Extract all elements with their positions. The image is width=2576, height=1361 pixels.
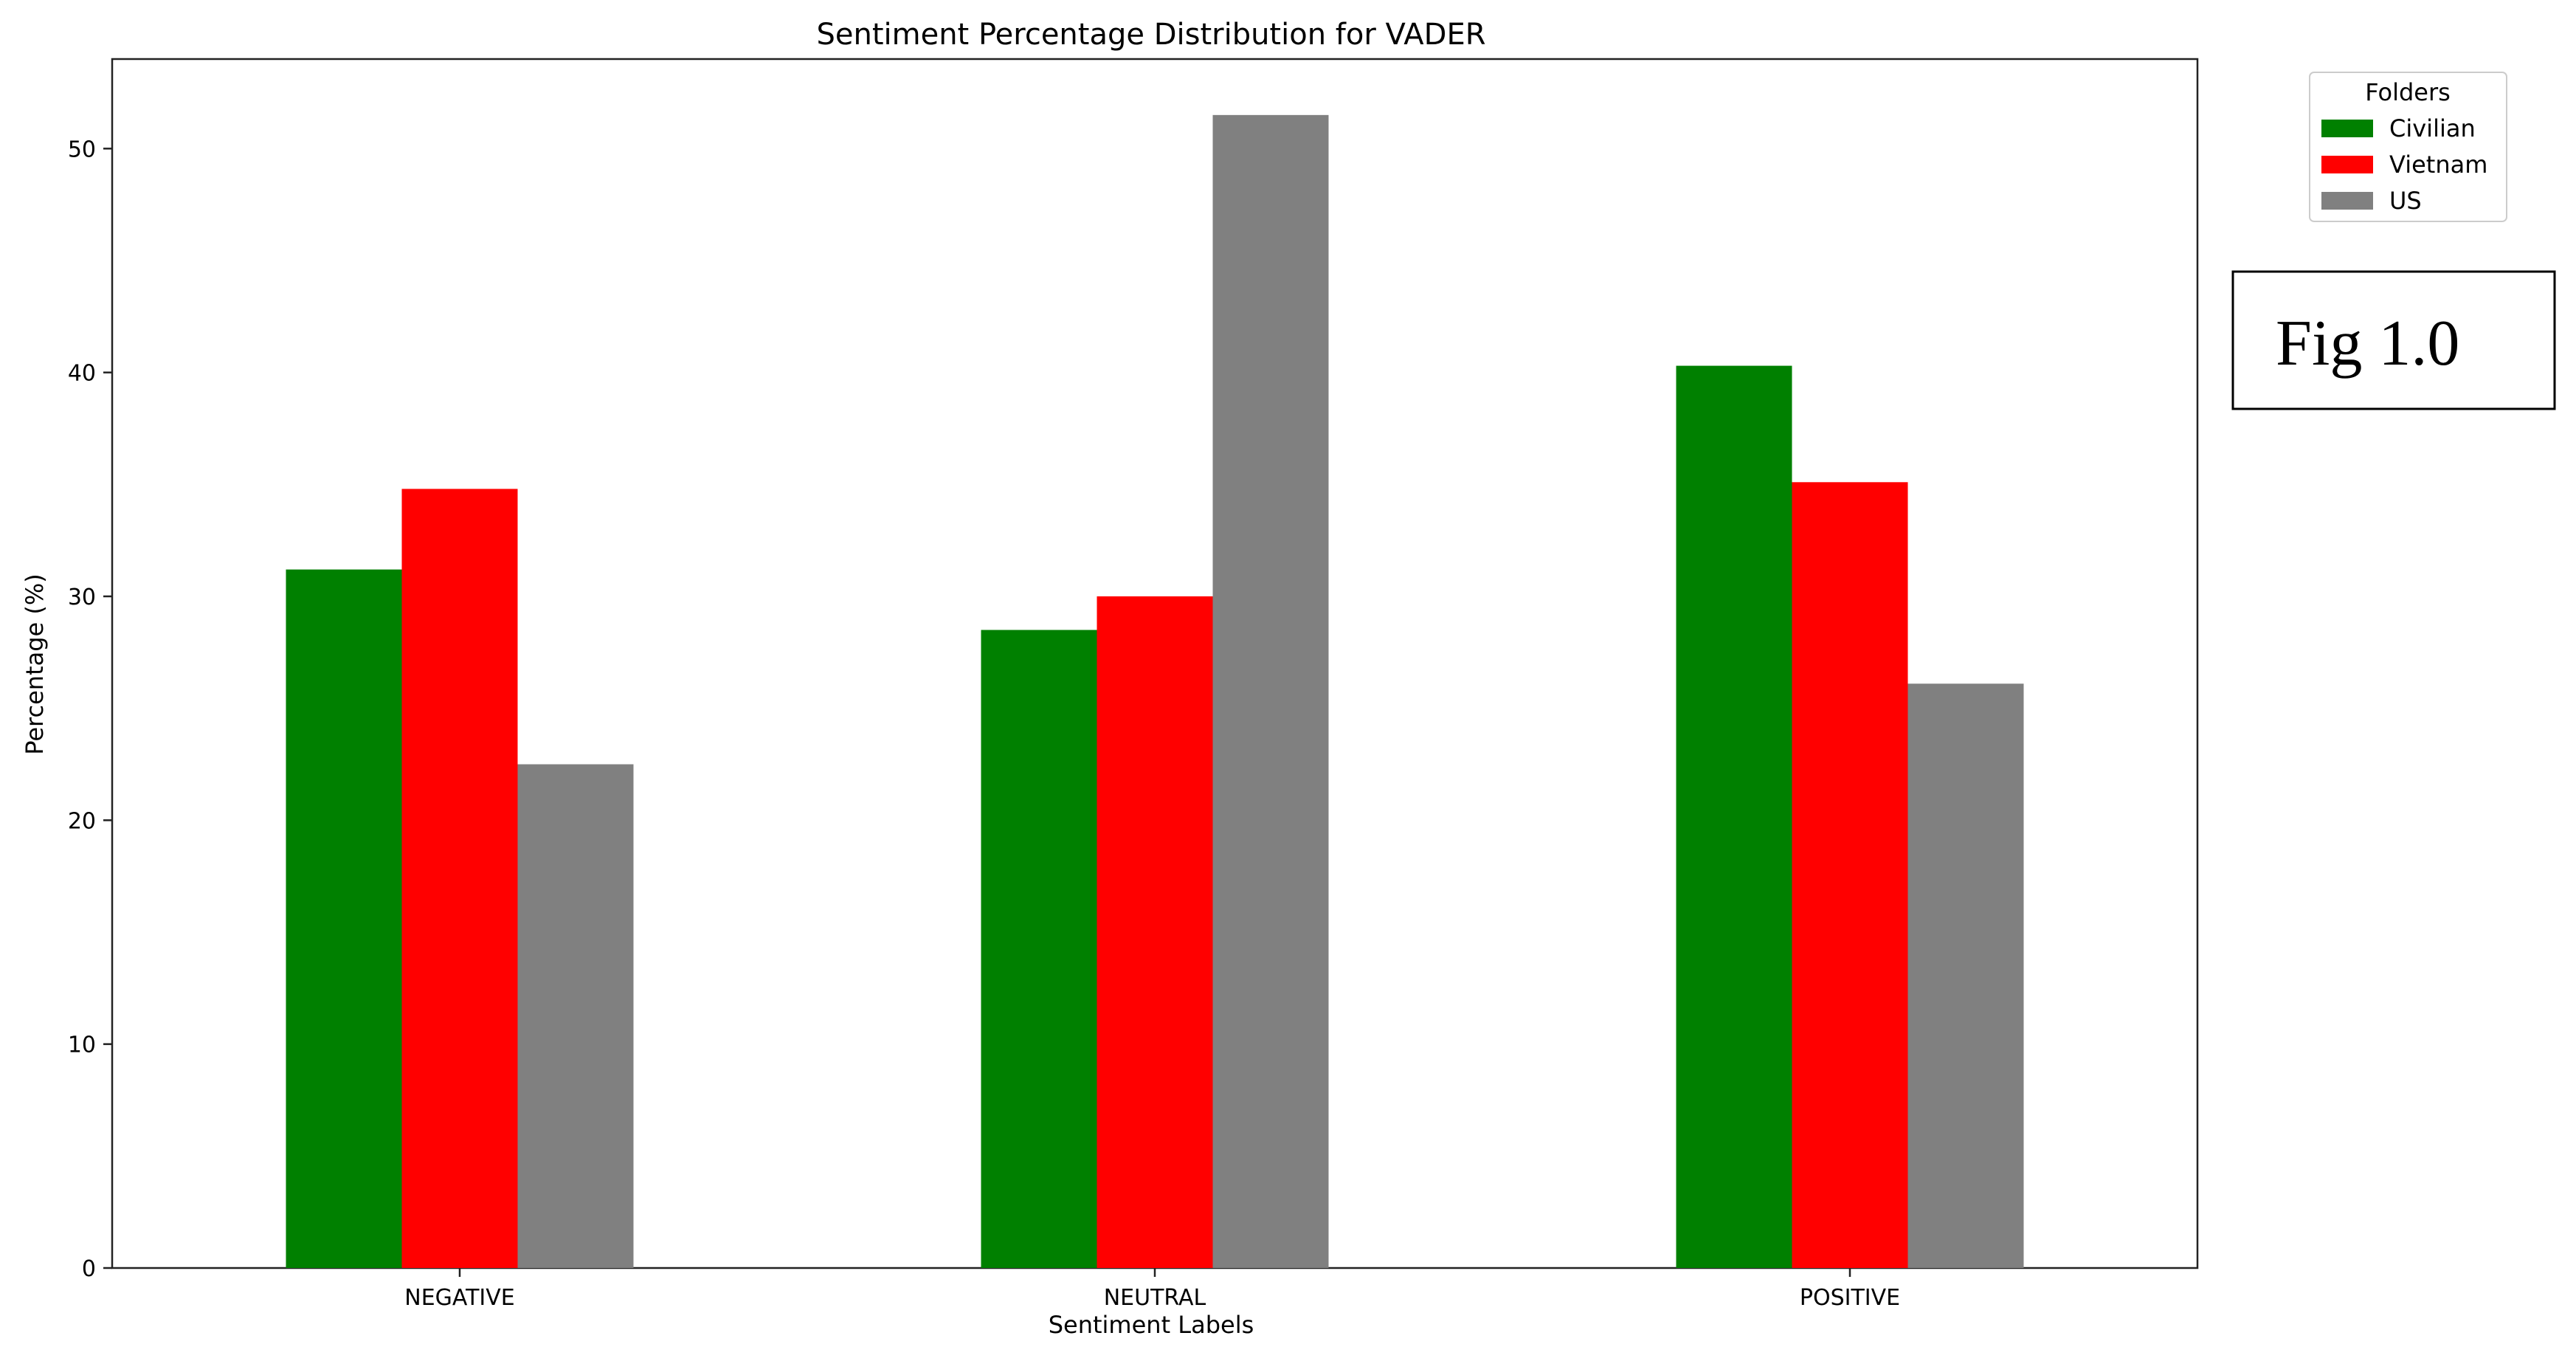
bar-vietnam-positive xyxy=(1792,482,1908,1268)
bar-us-neutral xyxy=(1212,114,1329,1268)
y-tick-label: 0 xyxy=(82,1256,96,1282)
figure-label-box xyxy=(2231,270,2556,410)
y-tick-label: 20 xyxy=(68,808,96,834)
y-tick-label: 50 xyxy=(68,137,96,162)
bar-civilian-neutral xyxy=(981,630,1097,1268)
x-axis: NEGATIVE NEUTRAL POSITIVE xyxy=(404,1268,1900,1311)
legend: Folders Civilian Vietnam US xyxy=(2309,72,2507,222)
bar-us-negative xyxy=(517,764,634,1268)
legend-title: Folders xyxy=(2365,78,2451,106)
x-tick-label: NEUTRAL xyxy=(1104,1285,1206,1311)
y-tick-label: 30 xyxy=(68,585,96,610)
y-tick-label: 40 xyxy=(68,361,96,387)
x-tick-label: POSITIVE xyxy=(1800,1285,1900,1311)
bar-us-positive xyxy=(1907,683,2024,1268)
y-axis: 0 10 20 30 40 50 xyxy=(68,137,112,1282)
legend-label-civilian: Civilian xyxy=(2389,114,2476,142)
x-axis-label: Sentiment Labels xyxy=(1049,1311,1254,1339)
bar-civilian-positive xyxy=(1676,365,1792,1269)
legend-swatch-us xyxy=(2321,192,2373,210)
bars xyxy=(286,114,2024,1269)
bar-civilian-negative xyxy=(286,569,402,1268)
legend-box xyxy=(2309,72,2507,222)
y-tick-label: 10 xyxy=(68,1033,96,1058)
legend-label-us: US xyxy=(2389,187,2422,215)
bar-vietnam-negative xyxy=(401,489,518,1268)
chart-title: Sentiment Percentage Distribution for VA… xyxy=(816,18,1485,52)
y-axis-label: Percentage (%) xyxy=(21,573,49,755)
bar-vietnam-neutral xyxy=(1097,596,1213,1268)
figure-label-text: Fig 1.0 xyxy=(2276,308,2459,379)
legend-swatch-civilian xyxy=(2321,120,2373,137)
legend-swatch-vietnam xyxy=(2321,156,2373,173)
x-tick-label: NEGATIVE xyxy=(404,1285,515,1311)
legend-label-vietnam: Vietnam xyxy=(2389,151,2487,179)
figure-label: Fig 1.0 xyxy=(2231,270,2556,410)
